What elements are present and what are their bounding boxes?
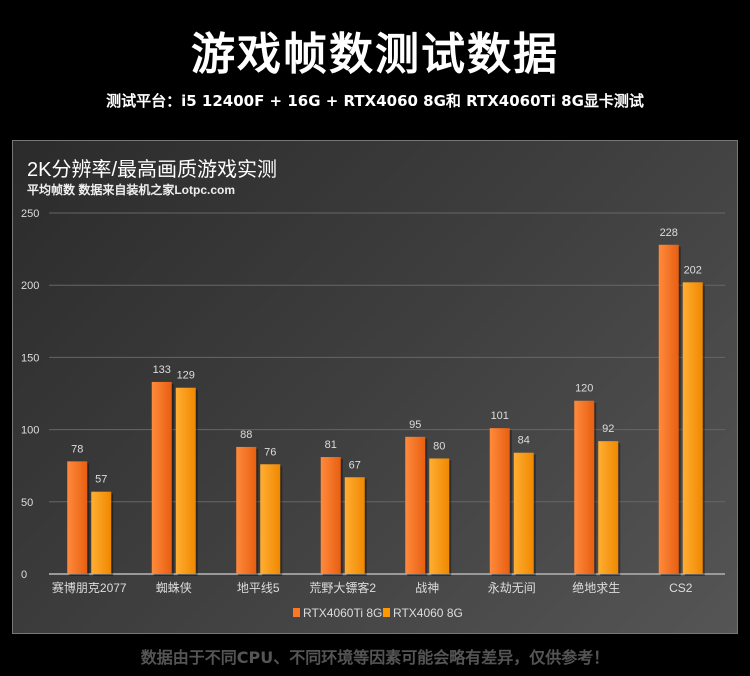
bar: [175, 387, 196, 574]
bar: [489, 428, 510, 574]
legend-swatch: [293, 608, 300, 617]
y-tick-label: 100: [21, 425, 39, 437]
y-tick-label: 250: [21, 208, 39, 220]
x-tick-label: 绝地求生: [572, 580, 620, 595]
y-tick-label: 50: [21, 497, 33, 509]
x-tick-label: 战神: [415, 581, 439, 595]
data-label: 133: [153, 364, 171, 376]
data-label: 80: [433, 440, 445, 452]
data-label: 101: [491, 410, 509, 422]
y-tick-label: 0: [21, 569, 27, 581]
bar: [151, 381, 172, 574]
bar: [344, 477, 365, 574]
disclaimer: 数据由于不同CPU、不同环境等因素可能会略有差异，仅供参考！: [140, 648, 610, 667]
bar: [429, 458, 450, 574]
data-label: 67: [349, 459, 361, 471]
data-label: 129: [177, 370, 195, 382]
chart-subtitle: 平均帧数 数据来自装机之家Lotpc.com: [27, 183, 236, 197]
data-label: 202: [684, 264, 702, 276]
legend-label: RTX4060Ti 8G: [303, 606, 382, 620]
x-tick-label: 荒野大镖客2: [309, 580, 376, 595]
bar: [67, 461, 88, 574]
x-tick-label: 地平线5: [237, 581, 280, 595]
x-tick-label: 赛博朋克2077: [52, 580, 127, 595]
bar: [574, 400, 595, 574]
x-tick-label: CS2: [669, 581, 693, 595]
chart-title: 2K分辨率/最高画质游戏实测: [27, 159, 278, 181]
page-subtitle: 测试平台：i5 12400F + 16G + RTX4060 8G和 RTX40…: [106, 92, 644, 110]
data-label: 78: [71, 443, 83, 455]
page-title: 游戏帧数测试数据: [191, 29, 559, 80]
x-tick-label: 蜘蛛侠: [156, 580, 192, 595]
legend-swatch: [383, 608, 390, 617]
data-label: 228: [660, 227, 678, 239]
chart-panel: 2K分辨率/最高画质游戏实测 平均帧数 数据来自装机之家Lotpc.com 0 5…: [12, 140, 738, 634]
bar: [682, 282, 703, 574]
data-label: 120: [575, 383, 593, 395]
bar: [598, 441, 619, 574]
y-tick-label: 200: [21, 280, 39, 292]
data-label: 95: [409, 419, 421, 431]
bar: [658, 244, 679, 574]
bar: [91, 491, 112, 574]
bar-chart: 0 50 100 150 200 250 78 57 赛博朋克2077 133 129 蜘蛛侠 88 76…: [21, 208, 725, 620]
data-label: 88: [240, 429, 252, 441]
y-tick-label: 150: [21, 352, 39, 364]
data-label: 76: [264, 446, 276, 458]
data-label: 81: [325, 439, 337, 451]
bar: [260, 464, 281, 574]
data-label: 92: [602, 423, 614, 435]
data-label: 57: [95, 474, 107, 486]
bar: [320, 457, 341, 574]
data-label: 84: [518, 435, 530, 447]
x-tick-label: 永劫无间: [488, 581, 536, 595]
legend-label: RTX4060 8G: [393, 606, 463, 620]
bar: [405, 436, 426, 574]
bar: [236, 446, 257, 574]
bar: [513, 452, 534, 574]
